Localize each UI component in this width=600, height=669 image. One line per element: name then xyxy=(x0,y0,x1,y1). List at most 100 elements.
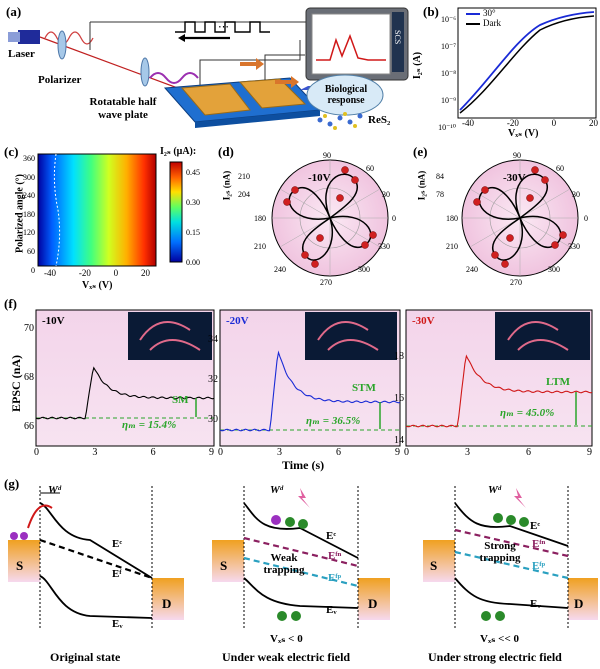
panel-a-schematic: ⋯ xyxy=(8,7,409,130)
panel-d-angle-300: 300 xyxy=(358,265,370,274)
f3-mem: LTM xyxy=(546,376,571,388)
panel-c-ylabel: Polarized angle (°) xyxy=(14,174,26,253)
laser-icon xyxy=(18,30,40,44)
g2-trap: Weak trapping xyxy=(263,552,305,576)
g3-ev: Eᵥ xyxy=(530,598,541,610)
g3-vgs: Vₓₛ << 0 xyxy=(480,633,519,645)
g3-efn: Eᶠⁿ xyxy=(532,538,546,550)
epsc-trace-20v xyxy=(219,350,401,432)
panel-d-angle-0: 0 xyxy=(392,214,396,223)
g2-d: D xyxy=(368,596,378,611)
legend-30: 30° xyxy=(483,8,496,18)
g3-s: S xyxy=(430,558,438,573)
panel-b-xticks: -40 -20 0 20 xyxy=(462,118,598,128)
panel-a-label: (a) xyxy=(6,4,22,19)
panel-b-label: (b) xyxy=(423,4,439,19)
g1-d: D xyxy=(162,596,172,611)
f3-bias: -30V xyxy=(412,315,435,327)
panel-d-angle-270: 270 xyxy=(320,278,332,287)
g2-ev: Eᵥ xyxy=(326,604,337,616)
g2-vgs: Vₓₛ < 0 xyxy=(270,633,303,645)
g2-efp: Eᶠᵖ xyxy=(328,572,342,584)
g1-ev: Eᵥ xyxy=(112,618,123,630)
panel-e-angle-210: 210 xyxy=(446,242,458,251)
g2-s: S xyxy=(220,558,228,573)
g3-trap: Strong trapping xyxy=(479,540,521,564)
panel-e-rlabel: I₂ₛ (nA) xyxy=(416,170,427,201)
panel-d-angle-240: 240 xyxy=(274,265,286,274)
g2-title: Under weak electric field xyxy=(222,650,351,664)
panel-d-angle-180: 180 xyxy=(254,214,266,223)
panel-d-bias: -10V xyxy=(308,172,331,184)
panel-d-label: (d) xyxy=(218,144,234,159)
epsc-trace-10v xyxy=(35,366,215,420)
g3-efp: Eᶠᵖ xyxy=(532,560,546,572)
colorbar xyxy=(169,161,183,263)
g3-title: Under strong electric field xyxy=(428,650,562,664)
panel-b-yticks: 10⁻⁶ 10⁻⁷ 10⁻⁸ 10⁻⁹ 10⁻¹⁰ xyxy=(438,15,456,132)
series-30deg xyxy=(459,11,595,111)
g1-title: Original state xyxy=(50,650,121,664)
f1-bias: -10V xyxy=(42,315,65,327)
f1-eta: ηₘ = 15.4% xyxy=(122,419,177,431)
g2-wd: Wᵈ xyxy=(270,484,284,496)
panel-c-yticks: 360 300 240 180 120 60 0 xyxy=(23,154,35,275)
panel-e-angle-30: 30 xyxy=(572,190,580,199)
panel-c-xticks: -40 -20 0 20 xyxy=(44,268,150,278)
f2-eta: ηₘ = 36.5% xyxy=(306,415,361,427)
bio-response-label: Biological response xyxy=(324,84,368,106)
panel-b-ylabel: I₂ₛ (A) xyxy=(412,51,424,80)
res2-label: ReS₂ xyxy=(368,114,391,126)
g3-wd: Wᵈ xyxy=(488,484,502,496)
legend-dark: Dark xyxy=(483,18,501,28)
g2-efn: Eᶠⁿ xyxy=(328,550,342,562)
panel-c-heatmap xyxy=(37,153,183,267)
f3-yticks: 18 16 14 xyxy=(394,351,404,446)
svg-text:⋯: ⋯ xyxy=(218,21,229,33)
f2-yticks: 34 32 30 xyxy=(208,334,218,425)
panel-e-rticks: 84 78 xyxy=(436,172,444,199)
panel-f-charts xyxy=(35,309,593,447)
panel-f-xlabel: Time (s) xyxy=(282,458,325,472)
g1-ef: Eᶠ xyxy=(112,568,122,580)
colorbar-ticks: 0.45 0.30 0.15 0.00 xyxy=(186,168,200,267)
panel-e-angle-180: 180 xyxy=(446,214,458,223)
panel-d-angle-210: 210 xyxy=(254,242,266,251)
panel-e-angle-90: 90 xyxy=(513,151,521,160)
f2-mem: STM xyxy=(352,382,376,394)
panel-e-angle-60: 60 xyxy=(556,164,564,173)
panel-d-rticks: 210 204 xyxy=(238,172,250,199)
panel-g-bands xyxy=(8,486,598,628)
panel-e-angle-300: 300 xyxy=(548,265,560,274)
panel-e-angle-240: 240 xyxy=(466,265,478,274)
g3-d: D xyxy=(574,596,584,611)
panel-e-bias: -30V xyxy=(503,172,526,184)
series-dark xyxy=(459,15,595,114)
panel-c-xlabel: Vₓₛ (V) xyxy=(82,280,113,291)
f1-mem: SM xyxy=(172,394,189,406)
epsc-trace-30v xyxy=(405,354,593,428)
panel-b-xlabel: Vₓₛ (V) xyxy=(508,128,539,139)
panel-d-angle-330: 330 xyxy=(378,242,390,251)
panel-c-label: (c) xyxy=(4,144,19,159)
g3-ec: Eᶜ xyxy=(530,520,541,532)
panel-b-chart xyxy=(457,7,597,119)
panel-d-angle-60: 60 xyxy=(366,164,374,173)
panel-g-label: (g) xyxy=(4,476,20,491)
laser-label: Laser xyxy=(8,48,35,60)
panel-e-angle-330: 330 xyxy=(568,242,580,251)
g2-ec: Eᶜ xyxy=(326,530,337,542)
panel-e-label: (e) xyxy=(413,144,428,159)
f3-eta: ηₘ = 45.0% xyxy=(500,407,555,419)
panel-d-rlabel: I₂ₛ (nA) xyxy=(221,170,232,201)
g1-s: S xyxy=(16,558,24,573)
f2-bias: -20V xyxy=(226,315,249,327)
panel-e-angle-270: 270 xyxy=(510,278,522,287)
colorbar-title: I₂ₛ (μA): xyxy=(160,146,197,157)
g1-ec: Eᶜ xyxy=(112,538,123,550)
panel-e-polar xyxy=(461,159,579,277)
panel-f-label: (f) xyxy=(4,296,17,311)
